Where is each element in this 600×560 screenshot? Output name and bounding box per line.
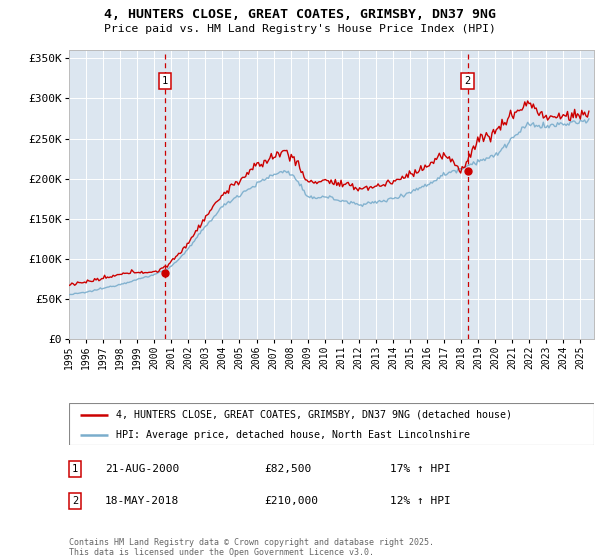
Text: 18-MAY-2018: 18-MAY-2018 (105, 496, 179, 506)
Text: £210,000: £210,000 (264, 496, 318, 506)
FancyBboxPatch shape (69, 403, 594, 445)
Text: 1: 1 (162, 76, 168, 86)
Text: Price paid vs. HM Land Registry's House Price Index (HPI): Price paid vs. HM Land Registry's House … (104, 24, 496, 34)
Text: 4, HUNTERS CLOSE, GREAT COATES, GRIMSBY, DN37 9NG (detached house): 4, HUNTERS CLOSE, GREAT COATES, GRIMSBY,… (116, 410, 512, 420)
Text: 12% ↑ HPI: 12% ↑ HPI (390, 496, 451, 506)
Text: £82,500: £82,500 (264, 464, 311, 474)
Text: Contains HM Land Registry data © Crown copyright and database right 2025.
This d: Contains HM Land Registry data © Crown c… (69, 538, 434, 557)
Text: 2: 2 (72, 496, 78, 506)
Text: 4, HUNTERS CLOSE, GREAT COATES, GRIMSBY, DN37 9NG: 4, HUNTERS CLOSE, GREAT COATES, GRIMSBY,… (104, 8, 496, 21)
Text: HPI: Average price, detached house, North East Lincolnshire: HPI: Average price, detached house, Nort… (116, 430, 470, 440)
Text: 17% ↑ HPI: 17% ↑ HPI (390, 464, 451, 474)
Text: 2: 2 (464, 76, 470, 86)
Text: 21-AUG-2000: 21-AUG-2000 (105, 464, 179, 474)
Text: 1: 1 (72, 464, 78, 474)
